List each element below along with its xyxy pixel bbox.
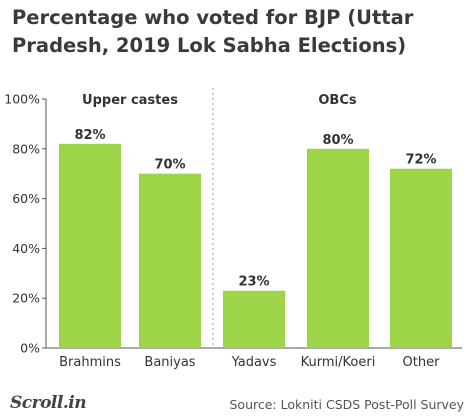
bar bbox=[223, 290, 285, 348]
data-label: 23% bbox=[238, 275, 269, 290]
data-label: 80% bbox=[322, 133, 353, 148]
x-tick-label: Brahmins bbox=[59, 355, 121, 370]
x-tick-label: Baniyas bbox=[144, 355, 195, 370]
x-tick-label: Yadavs bbox=[231, 355, 277, 370]
data-label: 70% bbox=[154, 158, 185, 173]
y-tick-label: 80% bbox=[12, 141, 40, 156]
y-tick-label: 20% bbox=[12, 291, 40, 306]
y-tick-label: 60% bbox=[12, 191, 40, 206]
bar bbox=[59, 143, 121, 348]
data-label: 82% bbox=[74, 128, 105, 143]
y-tick-label: 100% bbox=[4, 92, 40, 107]
group-labels: Upper castes OBCs bbox=[82, 88, 357, 348]
data-label: 72% bbox=[405, 153, 436, 168]
group-label: Upper castes bbox=[82, 93, 178, 108]
chart-title: Percentage who voted for BJP (Uttar Prad… bbox=[12, 6, 414, 57]
group-label: OBCs bbox=[318, 93, 357, 108]
y-tick-label: 0% bbox=[20, 341, 40, 356]
source-note: Source: Lokniti CSDS Post-Poll Survey bbox=[229, 397, 465, 412]
x-tick-label: Other bbox=[403, 355, 441, 370]
bars: 82% Brahmins 70% Baniyas 23% Yadavs 80% Kurmi/K… bbox=[59, 128, 452, 370]
bar bbox=[307, 148, 369, 348]
x-tick-label: Kurmi/Koeri bbox=[301, 355, 376, 370]
bar bbox=[139, 173, 201, 348]
bar bbox=[390, 168, 452, 348]
scroll-logo: Scroll.in bbox=[10, 393, 87, 413]
y-tick-label: 40% bbox=[12, 241, 40, 256]
